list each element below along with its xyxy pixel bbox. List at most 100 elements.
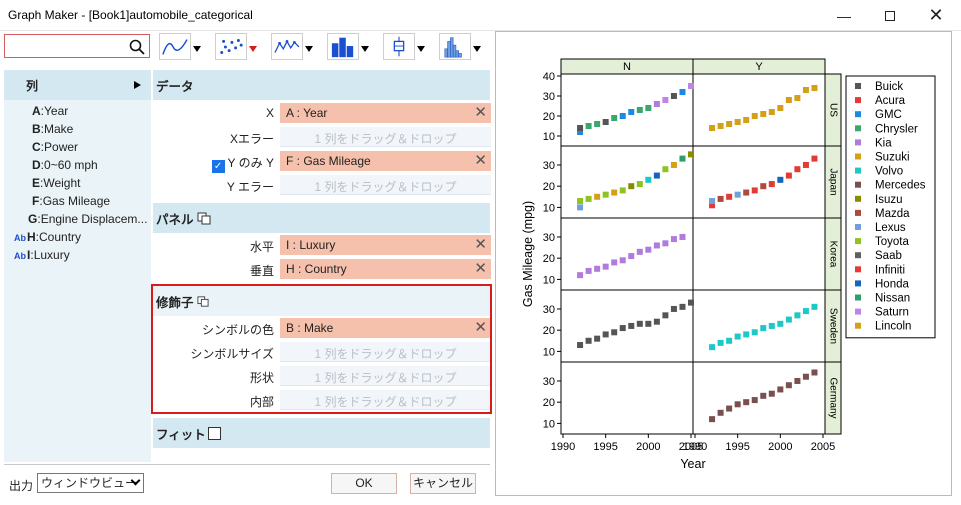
histogram-button[interactable] [439, 32, 481, 60]
modifier-section-title: 修飾子 [156, 295, 194, 310]
ok-button[interactable]: OK [331, 473, 397, 494]
remove-icon[interactable]: ✕ [474, 152, 487, 169]
column-item-i[interactable]: AbI:Luxury [4, 246, 151, 264]
minimize-button[interactable]: — [821, 0, 867, 31]
data-point [726, 337, 733, 344]
data-point [594, 193, 601, 200]
column-item-a[interactable]: A:Year [4, 102, 151, 120]
legend-swatch [855, 252, 861, 259]
column-item-g[interactable]: G:Engine Displacem... [4, 210, 151, 228]
legend-entry: Toyota [875, 236, 909, 248]
data-point [577, 198, 584, 205]
remove-icon[interactable]: ✕ [474, 260, 487, 277]
assigned-column-slot[interactable]: A : Year ✕ [280, 103, 491, 123]
search-input[interactable] [7, 36, 127, 56]
copy-icon[interactable] [197, 212, 211, 225]
legend-swatch [855, 181, 861, 188]
column-plot-button[interactable] [327, 32, 369, 60]
data-point [794, 95, 801, 101]
slot-label-text: Y のみ Y [227, 156, 274, 170]
data-point [717, 195, 724, 202]
column-item-d[interactable]: D:0~60 mph [4, 156, 151, 174]
slot-placeholder: 1 列をドラッグ＆ドロップ [314, 180, 457, 194]
cancel-button[interactable]: キャンセル [410, 473, 476, 494]
legend-swatch [855, 294, 861, 301]
data-point [768, 109, 775, 115]
drop-target-slot[interactable]: 1 列をドラッグ＆ドロップ [280, 342, 491, 362]
slot-label-text: X [265, 106, 274, 120]
data-section-row-1: Xエラー 1 列をドラッグ＆ドロップ [153, 125, 491, 149]
data-point [811, 155, 818, 162]
data-point [777, 176, 784, 183]
column-item-b[interactable]: B:Make [4, 120, 151, 138]
data-point [768, 390, 775, 397]
column-separator: : [40, 176, 44, 190]
legend-box [845, 75, 936, 339]
remove-icon[interactable]: ✕ [474, 236, 487, 253]
legend-swatch [855, 238, 861, 245]
box-plot-button[interactable] [383, 32, 425, 60]
close-button[interactable]: ✕ [913, 0, 959, 31]
slot-label-text: Xエラー [229, 132, 274, 146]
data-point [726, 405, 733, 412]
slot-label: Y エラー [227, 178, 274, 195]
column-name: Make [44, 122, 74, 136]
data-point [645, 105, 652, 111]
data-point [726, 193, 733, 200]
legend-entry: Honda [875, 278, 909, 290]
data-point [611, 189, 618, 196]
assigned-column-slot[interactable]: H : Country ✕ [280, 259, 491, 279]
y-tick-label: 30 [543, 232, 555, 244]
legend-swatch [855, 167, 861, 174]
panel-section-row-0: 水平 I : Luxury ✕ [153, 233, 491, 257]
column-item-f[interactable]: F:Gas Mileage [4, 192, 151, 210]
column-list-header[interactable]: 列 [4, 70, 151, 100]
column-key: F [32, 194, 40, 208]
fit-checkbox[interactable] [207, 426, 221, 440]
data-point [662, 240, 669, 247]
panel-frame [692, 217, 826, 291]
slot-placeholder: 1 列をドラッグ＆ドロップ [314, 395, 457, 409]
y-tick-label: 10 [543, 131, 555, 143]
column-key: B [32, 122, 41, 136]
line-plot-button[interactable] [159, 32, 201, 60]
y-tick-label: 10 [543, 346, 555, 358]
legend-swatch [855, 280, 861, 287]
remove-icon[interactable]: ✕ [474, 319, 487, 336]
column-item-c[interactable]: C:Power [4, 138, 151, 156]
assigned-column-slot[interactable]: B : Make ✕ [280, 318, 491, 338]
expand-arrow-icon[interactable] [134, 81, 141, 89]
data-point [653, 242, 660, 249]
column-plot-icon [327, 32, 359, 60]
remove-icon[interactable]: ✕ [474, 104, 487, 121]
data-point [726, 121, 733, 127]
column-item-h[interactable]: AbH:Country [4, 228, 151, 246]
legend-entry: Kia [875, 137, 892, 149]
copy-icon[interactable] [197, 295, 209, 307]
assigned-column-slot[interactable]: F : Gas Mileage ✕ [280, 151, 491, 171]
data-point [628, 253, 635, 260]
column-item-e[interactable]: E:Weight [4, 174, 151, 192]
maximize-button[interactable] [867, 0, 913, 31]
close-icon: ✕ [928, 5, 944, 25]
y-axis-label: Gas Mileage (mpg) [521, 201, 535, 307]
column-name: Year [44, 104, 69, 118]
legend-entry: GMC [875, 109, 902, 121]
column-separator: : [40, 122, 45, 136]
data-point [577, 342, 584, 349]
scatter-plot-button[interactable] [215, 32, 257, 60]
line-symbol-button[interactable] [271, 32, 313, 60]
drop-target-slot[interactable]: 1 列をドラッグ＆ドロップ [280, 366, 491, 386]
data-point [811, 303, 818, 310]
assigned-column-slot[interactable]: I : Luxury ✕ [280, 235, 491, 255]
search-box[interactable] [4, 34, 150, 58]
drop-target-slot[interactable]: 1 列をドラッグ＆ドロップ [280, 127, 491, 147]
legend-entry: Infiniti [875, 264, 905, 276]
drop-target-slot[interactable]: 1 列をドラッグ＆ドロップ [280, 390, 491, 410]
drop-target-slot[interactable]: 1 列をドラッグ＆ドロップ [280, 175, 491, 195]
slot-label: X [266, 106, 274, 120]
x-tick-label: 1990 [551, 441, 575, 453]
output-select[interactable]: ウィンドウビュー [37, 473, 144, 493]
data-point [751, 329, 758, 336]
y-only-checkbox[interactable]: ✓ [211, 160, 225, 173]
